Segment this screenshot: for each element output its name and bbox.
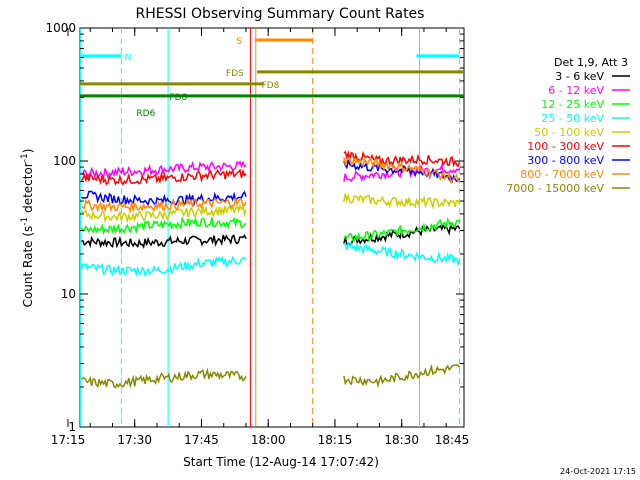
series-line-800-7000-kev <box>80 196 247 214</box>
y-tick-label: 1000 <box>45 21 76 35</box>
series-line-12-25-kev <box>343 217 461 243</box>
series-line-50-100-kev <box>80 203 247 224</box>
series-line-6-12-kev <box>81 160 247 180</box>
series-line-7000-15000-kev <box>343 363 461 389</box>
y-tick-label: 10 <box>61 287 76 301</box>
flag-label-n: N <box>125 53 132 63</box>
series-line-25-50-kev <box>80 255 247 278</box>
x-tick-label: 17:15 <box>51 433 86 447</box>
legend-label-6-12-kev: 6 - 12 keV <box>548 84 604 97</box>
legend-label-12-25-kev: 12 - 25 keV <box>541 98 604 111</box>
legend-label-25-50-kev: 25 - 50 keV <box>541 112 604 125</box>
series-line-100-300-kev <box>80 168 247 186</box>
legend-label-7000-15000-kev: 7000 - 15000 keV <box>506 182 604 195</box>
flag-label-fd8: FD8 <box>262 81 280 91</box>
legend-label-100-300-kev: 100 - 300 keV <box>527 140 604 153</box>
series-line-300-800-kev <box>80 190 247 208</box>
x-tick-label: 18:15 <box>318 433 353 447</box>
legend-label-3-6-kev: 3 - 6 keV <box>555 70 604 83</box>
series-traces <box>80 149 461 389</box>
y-tick-label: 1 <box>68 420 76 434</box>
series-line-800-7000-kev <box>343 156 461 184</box>
series-line-3-6-kev <box>81 233 247 249</box>
series-line-7000-15000-kev <box>80 367 247 389</box>
flag-label-s: S <box>236 37 242 47</box>
y-axis-label-sup1: -1 <box>20 217 30 226</box>
plot-area: N S FDS FD8 FD8 RD6 1 10 100 1000 17:15 17:30 17:4… <box>45 21 469 447</box>
legend-label-800-7000-kev: 800 - 7000 keV <box>520 168 604 181</box>
chart-title: RHESSI Observing Summary Count Rates <box>136 6 425 22</box>
footer-timestamp: 24-Oct-2021 17:15 <box>560 467 636 476</box>
y-axis-label-main: Count Rate (s <box>21 226 35 308</box>
x-tick-label: 18:45 <box>435 433 470 447</box>
flag-bars: N S FDS FD8 FD8 RD6 <box>80 37 464 119</box>
flag-label-fds: FDS <box>226 69 244 79</box>
x-tick-label: 18:00 <box>251 433 286 447</box>
x-tick-label: 17:30 <box>117 433 152 447</box>
x-axis-label: Start Time (12-Aug-14 17:07:42) <box>183 455 379 469</box>
x-tick-label: 18:30 <box>384 433 419 447</box>
legend-title: Det 1,9, Att 3 <box>554 56 628 69</box>
series-line-12-25-kev <box>80 216 247 236</box>
y-axis-label-mid: detector <box>21 162 35 217</box>
y-tick-label: 100 <box>53 154 76 168</box>
legend-label-50-100-kev: 50 - 100 keV <box>534 126 604 139</box>
y-axis-label-end: ) <box>21 149 35 154</box>
flag-label-rd6: RD6 <box>136 109 155 119</box>
series-line-25-50-kev <box>343 240 461 267</box>
legend-label-300-800-kev: 300 - 800 keV <box>527 154 604 167</box>
flag-label-fd8: FD8 <box>169 93 187 103</box>
y-axis-label: Count Rate (s-1 detector-1) <box>20 149 35 308</box>
y-axis-label-sup2: -1 <box>20 153 30 162</box>
series-line-50-100-kev <box>343 192 461 210</box>
x-axis-ticks: 17:15 17:30 17:45 18:00 18:15 18:30 18:45 <box>51 28 470 447</box>
x-tick-label: 17:45 <box>184 433 219 447</box>
